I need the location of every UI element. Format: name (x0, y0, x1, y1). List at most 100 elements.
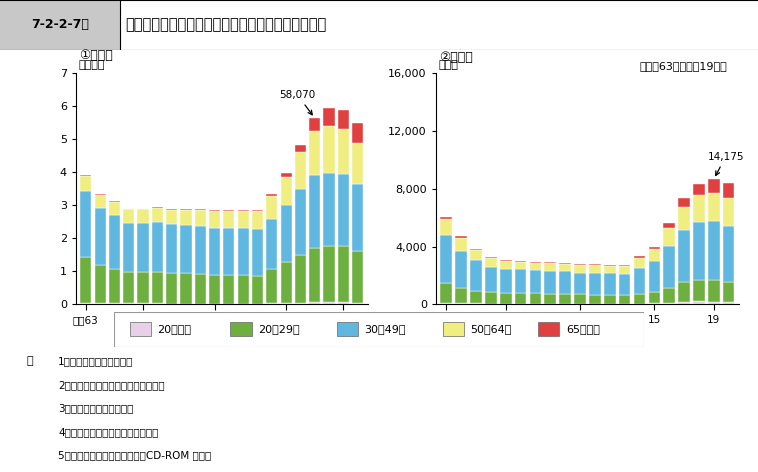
Bar (209, 210, 220, 211)
Bar (500, 269, 512, 293)
Bar (280, 303, 292, 304)
Bar (180, 209, 192, 210)
Bar (589, 273, 600, 295)
Bar (309, 175, 321, 248)
Bar (166, 225, 177, 273)
Bar (309, 248, 321, 303)
Bar (619, 274, 631, 295)
Bar (352, 303, 363, 304)
Bar (166, 273, 177, 304)
Text: 2　被疊者が法人である事件を除く。: 2 被疊者が法人である事件を除く。 (58, 380, 164, 390)
Bar (224, 211, 234, 228)
Bar (500, 303, 512, 304)
Bar (575, 264, 586, 265)
Bar (180, 210, 192, 225)
Bar (708, 193, 719, 221)
Bar (295, 303, 306, 304)
Bar (500, 261, 512, 269)
Bar (237, 211, 249, 228)
Bar (575, 295, 586, 304)
Bar (123, 303, 134, 304)
Bar (470, 303, 482, 304)
Text: ①　男子: ① 男子 (79, 49, 112, 62)
Text: 3　犯行時の年齢による。: 3 犯行時の年齢による。 (58, 404, 133, 413)
Bar (137, 209, 149, 224)
Bar (166, 210, 177, 225)
Bar (280, 205, 292, 262)
Bar (352, 123, 363, 143)
Bar (559, 263, 571, 264)
Bar (544, 294, 556, 303)
Bar (109, 202, 120, 215)
Bar (266, 219, 277, 269)
Bar (295, 152, 306, 189)
Bar (130, 322, 151, 336)
Bar (456, 288, 467, 303)
Bar (515, 303, 526, 304)
Bar (180, 273, 192, 304)
Bar (723, 302, 735, 304)
Text: （万人）: （万人） (79, 60, 105, 70)
Bar (485, 292, 496, 303)
Bar (80, 257, 92, 303)
Bar (678, 230, 690, 282)
Bar (224, 275, 234, 304)
Bar (619, 295, 631, 304)
Text: 20～29歳: 20～29歳 (258, 324, 299, 334)
Bar (500, 260, 512, 261)
Bar (324, 245, 334, 303)
Bar (338, 303, 349, 304)
Text: 1　検察統計年報による。: 1 検察統計年報による。 (58, 356, 133, 366)
Bar (195, 209, 206, 210)
Bar (530, 303, 541, 304)
Bar (456, 237, 467, 251)
Bar (485, 257, 496, 258)
Bar (500, 293, 512, 303)
Bar (485, 267, 496, 292)
Bar (604, 273, 615, 295)
Bar (209, 275, 220, 304)
Bar (559, 264, 571, 271)
Bar (693, 184, 705, 195)
Bar (559, 294, 571, 304)
Bar (123, 222, 134, 272)
Bar (456, 303, 467, 304)
Bar (224, 210, 234, 211)
Bar (309, 303, 321, 304)
Text: 30～49歳: 30～49歳 (364, 324, 406, 334)
Bar (693, 195, 705, 222)
Bar (266, 194, 277, 196)
Bar (663, 245, 675, 287)
Bar (634, 294, 645, 303)
Bar (152, 222, 163, 272)
Bar (440, 235, 452, 283)
Bar (440, 303, 452, 304)
Bar (109, 269, 120, 303)
Bar (723, 226, 735, 282)
Bar (195, 226, 206, 274)
Bar (0, 0, 120, 50)
Bar (663, 228, 675, 245)
Bar (180, 225, 192, 273)
Bar (352, 251, 363, 303)
Bar (152, 207, 163, 208)
Bar (678, 282, 690, 302)
Bar (137, 272, 149, 303)
Bar (195, 274, 206, 304)
Bar (485, 303, 496, 304)
Bar (295, 255, 306, 303)
Text: 5　総数のデータについては，CD-ROM 参照。: 5 総数のデータについては，CD-ROM 参照。 (58, 450, 211, 460)
Bar (280, 173, 292, 177)
Bar (338, 246, 349, 303)
Bar (649, 261, 660, 292)
Bar (604, 265, 615, 266)
Text: ②　女子: ② 女子 (439, 51, 472, 65)
Bar (95, 195, 105, 208)
Bar (324, 173, 334, 245)
Bar (80, 191, 92, 257)
Bar (575, 272, 586, 295)
Bar (252, 211, 263, 229)
Bar (619, 266, 631, 274)
Bar (266, 303, 277, 304)
Bar (280, 177, 292, 205)
